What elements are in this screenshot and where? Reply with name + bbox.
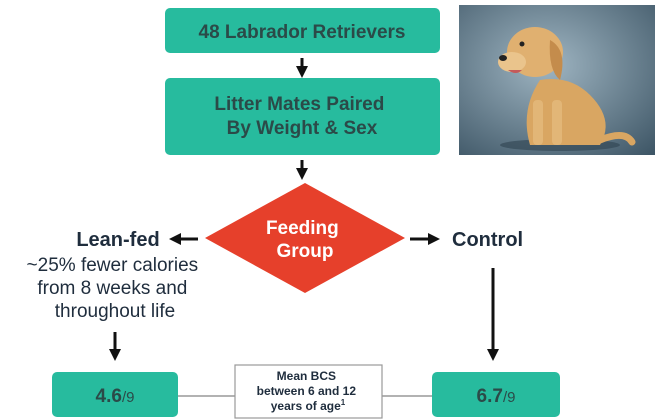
- box-paired: [165, 78, 440, 155]
- box-paired-text: Litter Mates Paired By Weight & Sex: [214, 94, 389, 139]
- note-box: [234, 364, 383, 419]
- result-scale: /9: [503, 389, 516, 406]
- result-value: 6.7: [477, 386, 503, 407]
- line: ~25% fewer calories: [27, 255, 199, 276]
- box-top: [165, 8, 440, 53]
- line: Group: [277, 241, 334, 262]
- line: Feeding: [266, 218, 339, 239]
- left-label: Lean-fed: [76, 229, 159, 251]
- line: Mean BCS: [277, 369, 336, 383]
- result-value: 4.6: [96, 386, 122, 407]
- box-top-text: 48 Labrador Retrievers: [199, 22, 406, 43]
- line: years of age: [271, 399, 341, 413]
- result-left: [52, 372, 178, 417]
- line: By Weight & Sex: [227, 118, 378, 139]
- decision-text: Feeding Group: [266, 218, 344, 262]
- line: Litter Mates Paired: [214, 94, 384, 115]
- line: throughout life: [55, 301, 175, 322]
- left-description: ~25% fewer calories from 8 weeks and thr…: [27, 255, 204, 322]
- line: between 6 and 12: [257, 384, 357, 398]
- result-right-text: 6.7/9: [477, 386, 516, 407]
- result-scale: /9: [122, 389, 135, 406]
- decision-diamond: [205, 183, 405, 293]
- note-text: Mean BCS between 6 and 12 years of age1: [257, 369, 360, 413]
- result-left-text: 4.6/9: [96, 386, 135, 407]
- line: from 8 weeks and: [37, 278, 187, 299]
- result-right: [432, 372, 560, 417]
- right-label: Control: [452, 229, 523, 251]
- footnote: 1: [341, 398, 346, 407]
- dog-photo: [459, 5, 655, 155]
